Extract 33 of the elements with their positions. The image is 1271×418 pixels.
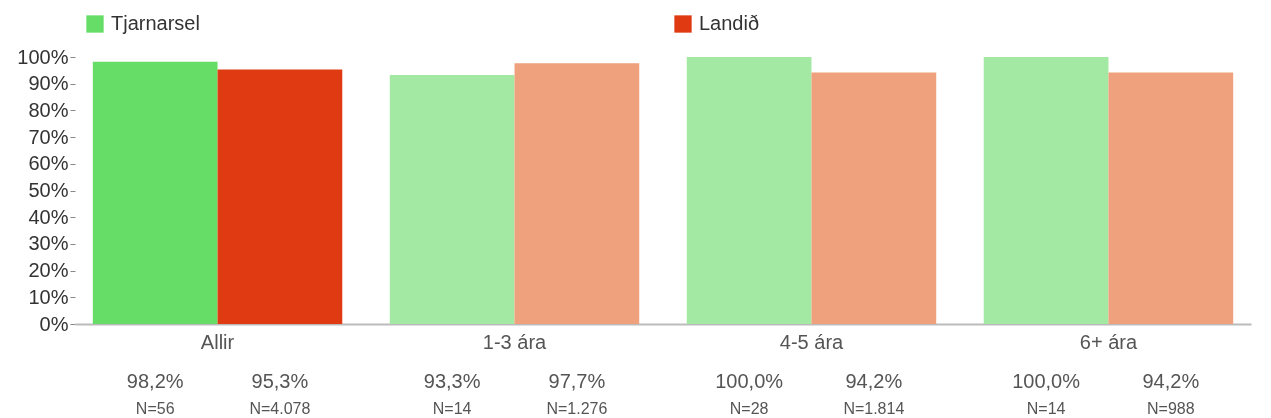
data-label: 97,7% [548, 370, 606, 392]
text: N=14 [432, 400, 472, 417]
text: N=14 [1026, 400, 1066, 417]
text: N=988 [1147, 400, 1195, 417]
y-tick-label: 40% [28, 205, 69, 228]
y-tick-label: 30% [28, 232, 69, 255]
y-tick-label: 70% [28, 125, 69, 148]
legend-label: Tjarnarsel [111, 12, 200, 34]
data-label: 100,0% [715, 370, 784, 392]
y-tick-label: 80% [28, 98, 69, 121]
x-tick-label: 1-3 ára [482, 330, 548, 353]
legend-label: Landið [699, 12, 760, 34]
y-tick-label: 20% [28, 259, 69, 282]
data-label: 95,3% [251, 370, 309, 392]
data-label: 100,0% [1012, 370, 1081, 392]
text: N=56 [135, 400, 175, 417]
data-label: 94,2% [1142, 370, 1200, 392]
data-label: 98,2% [126, 370, 184, 392]
x-tick-label: 6+ ára [1079, 330, 1138, 353]
x-tick-label: 4-5 ára [779, 330, 845, 353]
y-tick-label: 10% [28, 285, 69, 308]
y-tick-label: 60% [28, 152, 69, 175]
y-tick-label: 0% [39, 312, 69, 335]
text: N=1.276 [546, 400, 608, 417]
text: N=28 [729, 400, 769, 417]
data-label: 93,3% [423, 370, 481, 392]
y-tick-label: 100% [17, 45, 69, 68]
y-tick-label: 90% [28, 72, 69, 95]
x-tick-label: Allir [200, 330, 235, 353]
text: N=1.814 [843, 400, 905, 417]
text: N=4.078 [249, 400, 311, 417]
y-tick-label: 50% [28, 179, 69, 201]
data-label: 94,2% [845, 370, 903, 392]
